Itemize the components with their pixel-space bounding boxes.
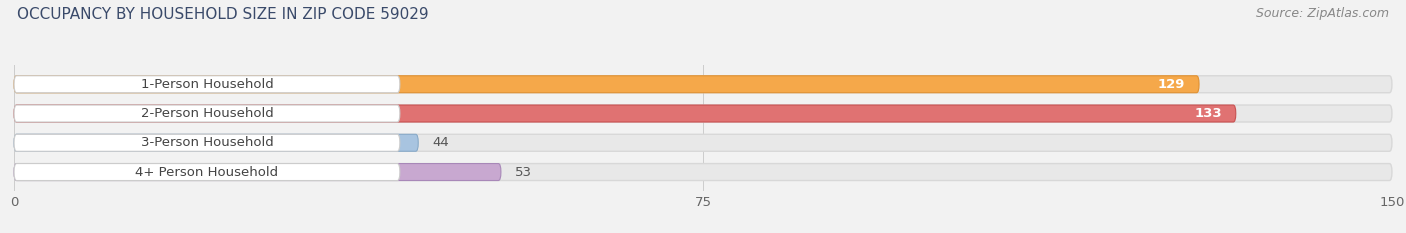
Text: Source: ZipAtlas.com: Source: ZipAtlas.com bbox=[1256, 7, 1389, 20]
Text: 3-Person Household: 3-Person Household bbox=[141, 136, 273, 149]
FancyBboxPatch shape bbox=[14, 134, 1392, 151]
Text: 129: 129 bbox=[1159, 78, 1185, 91]
FancyBboxPatch shape bbox=[14, 164, 1392, 181]
Text: 2-Person Household: 2-Person Household bbox=[141, 107, 273, 120]
FancyBboxPatch shape bbox=[14, 105, 1236, 122]
FancyBboxPatch shape bbox=[14, 164, 399, 181]
FancyBboxPatch shape bbox=[14, 134, 418, 151]
Text: 44: 44 bbox=[432, 136, 449, 149]
Text: 4+ Person Household: 4+ Person Household bbox=[135, 165, 278, 178]
Text: 1-Person Household: 1-Person Household bbox=[141, 78, 273, 91]
FancyBboxPatch shape bbox=[14, 76, 399, 93]
Text: 53: 53 bbox=[515, 165, 531, 178]
FancyBboxPatch shape bbox=[14, 164, 501, 181]
Text: 133: 133 bbox=[1194, 107, 1222, 120]
Text: OCCUPANCY BY HOUSEHOLD SIZE IN ZIP CODE 59029: OCCUPANCY BY HOUSEHOLD SIZE IN ZIP CODE … bbox=[17, 7, 429, 22]
FancyBboxPatch shape bbox=[14, 134, 399, 151]
FancyBboxPatch shape bbox=[14, 105, 1392, 122]
FancyBboxPatch shape bbox=[14, 76, 1392, 93]
FancyBboxPatch shape bbox=[14, 105, 399, 122]
FancyBboxPatch shape bbox=[14, 76, 1199, 93]
